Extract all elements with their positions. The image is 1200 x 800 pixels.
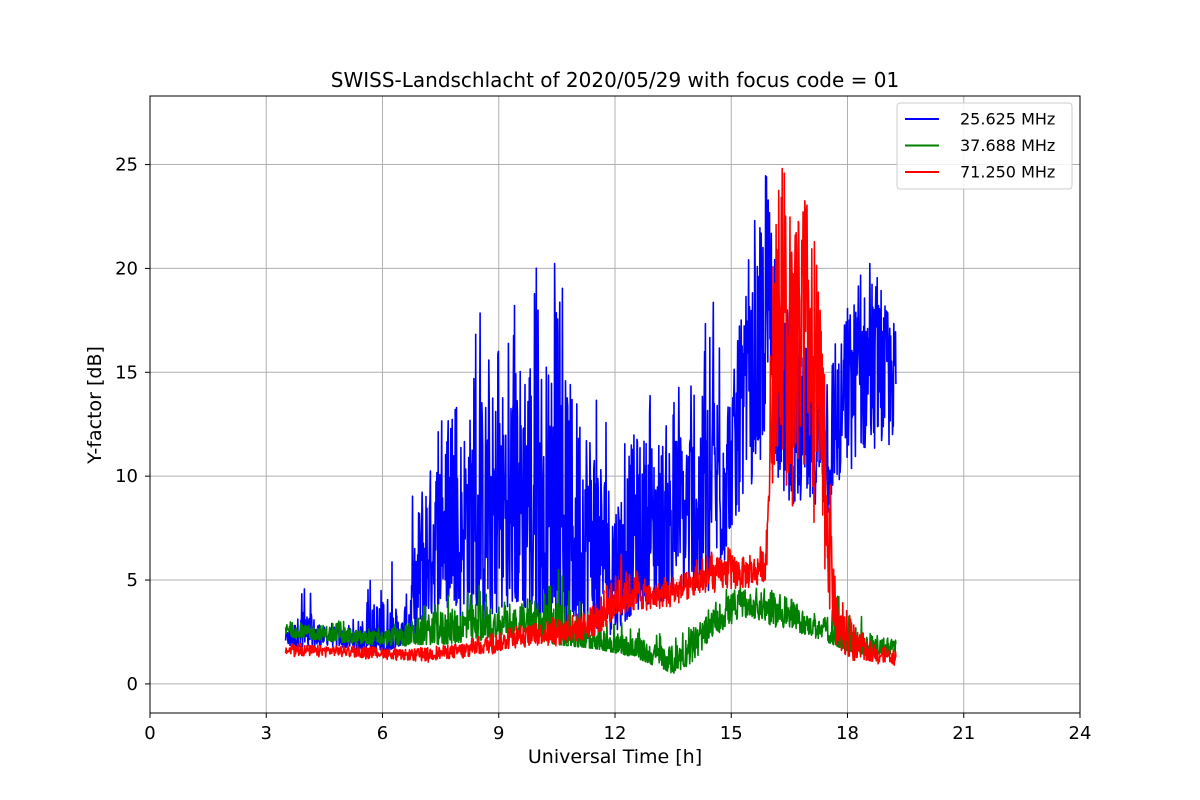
x-tick-label: 24 <box>1069 723 1092 744</box>
series-line <box>284 569 897 674</box>
y-axis-title: Y-factor [dB] <box>84 346 106 465</box>
legend-label: 37.688 MHz <box>960 136 1055 155</box>
y-tick-label: 5 <box>127 570 138 591</box>
x-tick-label: 6 <box>377 723 388 744</box>
x-tick-label: 9 <box>493 723 504 744</box>
series-2 <box>284 569 897 674</box>
chart-title: SWISS-Landschlacht of 2020/05/29 with fo… <box>331 68 899 92</box>
series-line <box>284 167 897 667</box>
series-area <box>284 167 897 674</box>
x-tick-label: 0 <box>144 723 155 744</box>
legend: 25.625 MHz 37.688 MHz 71.250 MHz <box>896 102 1073 190</box>
series-1 <box>284 175 897 654</box>
y-tick-label: 15 <box>115 362 138 383</box>
legend-box <box>896 102 1073 190</box>
y-tick-label: 0 <box>127 674 138 695</box>
y-tick-label: 10 <box>115 466 138 487</box>
x-tick-label: 12 <box>604 723 627 744</box>
x-axis-title: Universal Time [h] <box>528 746 702 768</box>
x-tick-label: 15 <box>720 723 743 744</box>
legend-label: 71.250 MHz <box>960 163 1055 182</box>
y-tick-label: 20 <box>115 258 138 279</box>
x-tick-label: 21 <box>952 723 975 744</box>
y-tick-label: 25 <box>115 155 138 176</box>
legend-label: 25.625 MHz <box>960 110 1055 129</box>
x-tick-label: 18 <box>836 723 859 744</box>
axis-ticks: 0 3 6 9 12 15 18 21 24 0 5 10 15 20 25 <box>115 155 1091 744</box>
series-3 <box>284 167 897 667</box>
x-tick-label: 3 <box>261 723 272 744</box>
series-line <box>284 175 897 654</box>
